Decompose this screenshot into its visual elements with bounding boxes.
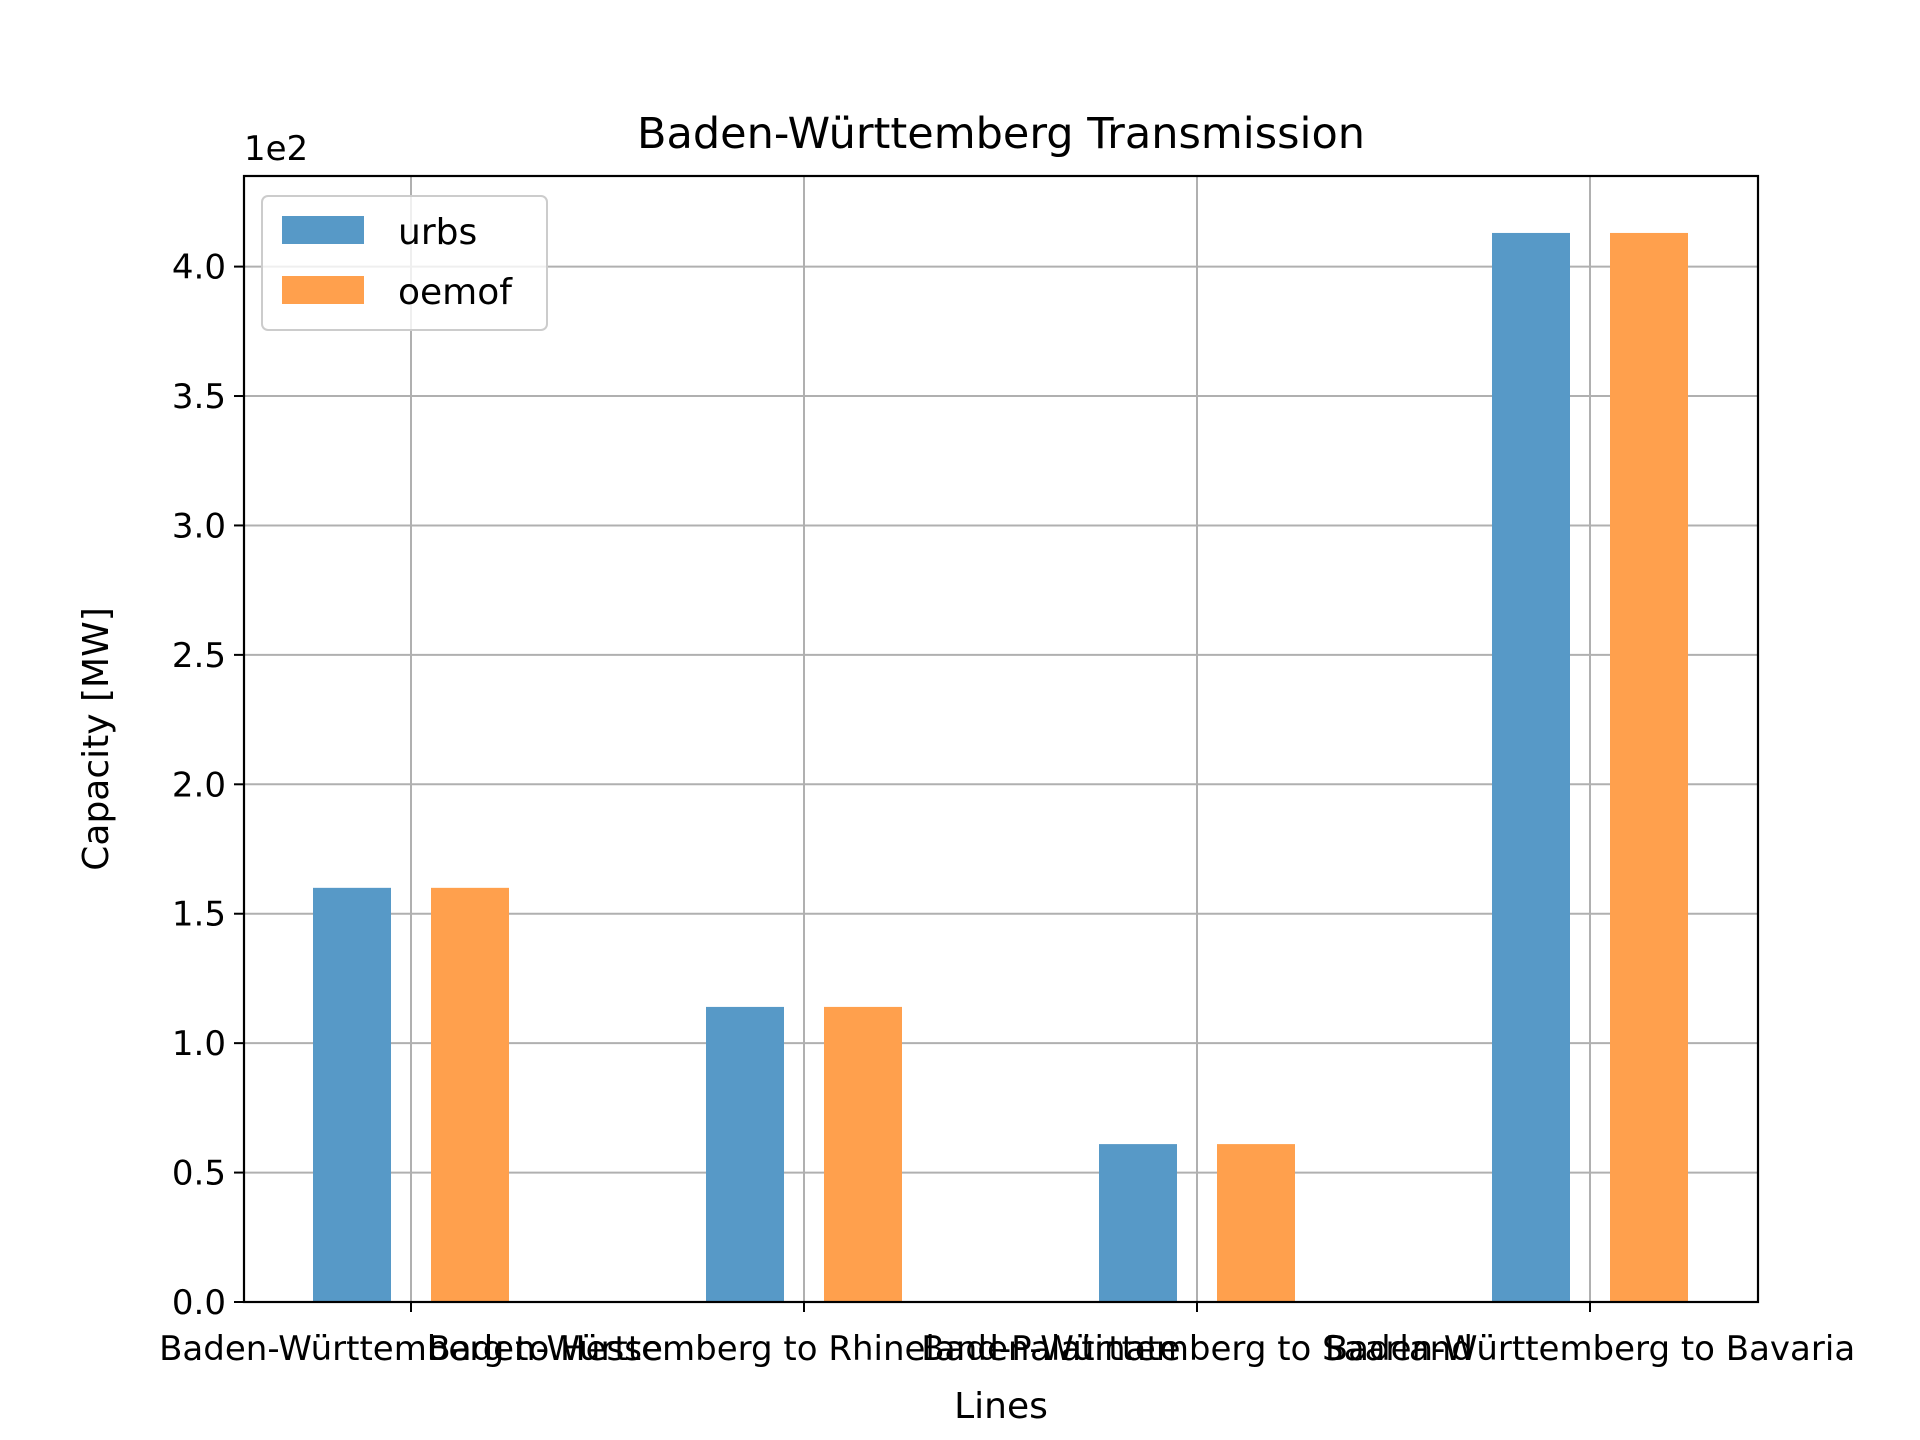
x-tick-label: Baden-Württemberg to Saarland: [921, 1329, 1473, 1369]
y-tick-label: 0.0: [172, 1283, 226, 1323]
y-axis: 0.0 0.5 1.0 1.5 2.0 2.5 3.0 3.5 4.0: [172, 248, 244, 1323]
y-tick-label: 1.0: [172, 1024, 226, 1064]
y-tick-label: 3.5: [172, 377, 226, 417]
x-tick-label: Baden-Württemberg to Rhineland-Palatinat…: [427, 1329, 1180, 1369]
y-tick-label: 0.5: [172, 1154, 226, 1194]
legend-swatch-urbs: [282, 216, 364, 244]
bar-urbs: [1492, 232, 1570, 1302]
y-tick-label: 2.0: [172, 765, 226, 805]
legend-label-oemof: oemof: [398, 272, 513, 313]
x-tick-label: Baden-Württemberg to Hesse: [159, 1329, 663, 1369]
bar-oemof: [431, 887, 509, 1302]
bars: [313, 232, 1688, 1302]
legend: urbs oemof: [261, 195, 548, 331]
x-axis-title: Lines: [954, 1386, 1048, 1427]
y-axis-title: Capacity [MW]: [76, 607, 117, 871]
y-tick-label: 1.5: [172, 895, 226, 935]
x-tick-label: Baden-Württemberg to Bavaria: [1325, 1329, 1855, 1369]
legend-label-urbs: urbs: [398, 212, 477, 253]
y-tick-label: 4.0: [172, 248, 226, 288]
bar-oemof: [824, 1006, 902, 1302]
plot-area-frame: [242, 174, 1760, 1304]
y-axis-offset-label: 1e2: [244, 129, 308, 169]
bar-urbs: [1099, 1144, 1177, 1302]
bar-urbs: [706, 1006, 784, 1302]
bar-urbs: [313, 887, 391, 1302]
y-tick-label: 2.5: [172, 636, 226, 676]
legend-swatch-oemof: [282, 276, 364, 304]
x-axis: Baden-Württemberg to HesseBaden-Württemb…: [159, 1302, 1855, 1369]
bar-oemof: [1610, 232, 1688, 1302]
bar-oemof: [1217, 1144, 1295, 1302]
chart-title: Baden-Württemberg Transmission: [637, 109, 1365, 159]
y-tick-label: 3.0: [172, 506, 226, 546]
